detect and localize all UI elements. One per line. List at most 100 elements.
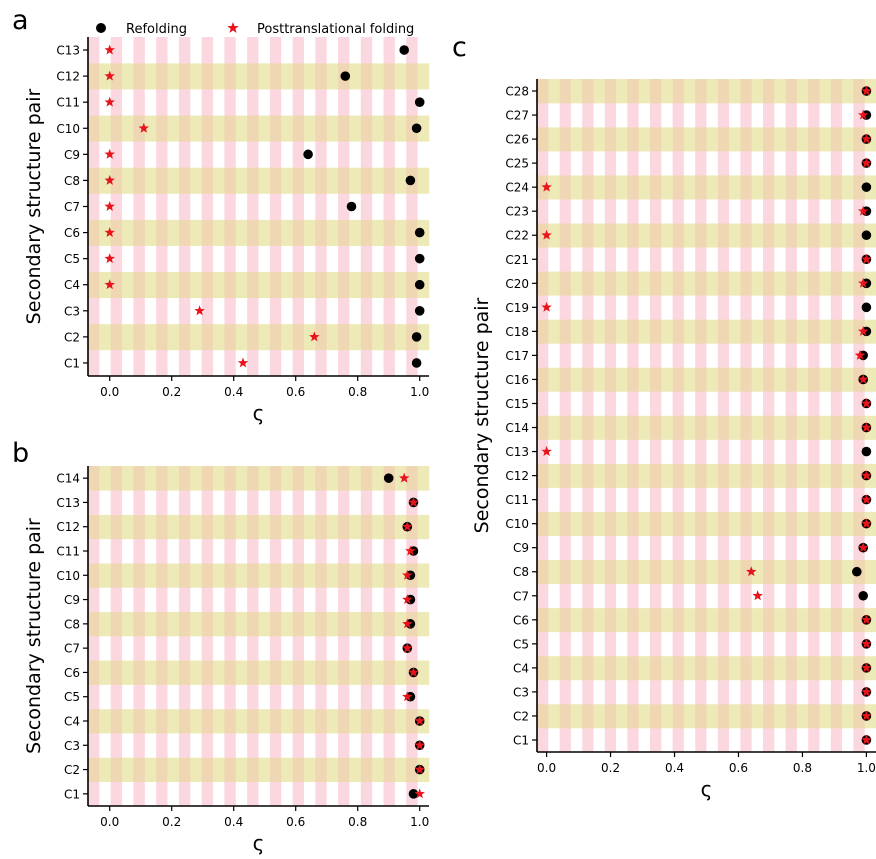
checker-cell — [292, 115, 305, 142]
checker-cell — [110, 538, 123, 564]
posttranslational-point — [402, 569, 413, 580]
checker-cell — [360, 563, 373, 588]
checker-cell — [349, 63, 362, 90]
refolding-point — [861, 302, 872, 313]
checker-cell — [133, 115, 146, 142]
checker-cell — [751, 247, 764, 272]
checker-cell — [281, 323, 293, 351]
checker-cell — [582, 247, 594, 272]
checker-cell — [785, 343, 798, 368]
checker-cell — [570, 79, 583, 104]
checker-cell — [326, 708, 339, 734]
y-tick-label: C4 — [64, 715, 80, 729]
y-tick-label: C5 — [64, 252, 80, 266]
checker-cell — [842, 583, 854, 609]
checker-cell — [349, 708, 362, 734]
checker-cell — [292, 636, 305, 661]
checker-cell — [235, 781, 248, 807]
checker-cell — [661, 271, 673, 296]
checker-cell — [394, 349, 407, 377]
checker-cell — [830, 199, 843, 224]
refolding-point — [303, 149, 313, 160]
checker-cell — [729, 655, 741, 681]
checker-cell — [627, 319, 639, 344]
checker-cell — [559, 535, 572, 561]
checker-cell — [178, 611, 191, 637]
checker-cell — [292, 733, 305, 758]
checker-cell — [695, 703, 707, 729]
checker-cell — [853, 319, 865, 344]
checker-cell — [706, 415, 719, 440]
panel-letter-c: c — [452, 32, 467, 63]
checker-cell — [315, 781, 327, 807]
checker-cell — [796, 535, 809, 561]
checker-cell — [372, 167, 384, 194]
checker-cell — [394, 466, 407, 491]
checker-cell — [167, 167, 180, 194]
checker-cell — [627, 583, 639, 609]
checker-cell — [292, 563, 305, 588]
checker-cell — [740, 127, 752, 152]
checker-cell — [717, 727, 730, 753]
checker-cell — [785, 295, 798, 320]
checker-cell — [213, 193, 225, 220]
checker-cell — [122, 514, 134, 540]
checker-cell — [349, 514, 362, 540]
checker-cell — [604, 727, 617, 753]
checker-cell — [729, 559, 741, 585]
checker-cell — [830, 487, 843, 512]
checker-cell — [269, 271, 282, 299]
checker-cell — [213, 538, 225, 564]
checker-cell — [763, 679, 775, 705]
y-tick-label: C10 — [56, 122, 80, 136]
checker-cell — [338, 141, 350, 168]
checker-cell — [819, 463, 832, 488]
checker-cell — [638, 583, 651, 609]
checker-cell — [247, 733, 259, 758]
checker-cell — [808, 535, 820, 561]
checker-cell — [269, 636, 282, 661]
checker-cell — [122, 297, 134, 325]
y-tick-label: C1 — [513, 733, 529, 747]
checker-cell — [830, 559, 843, 585]
checker-cell — [717, 559, 730, 585]
checker-cell — [372, 141, 384, 168]
checker-cell — [315, 141, 327, 168]
y-tick-label: C6 — [64, 666, 80, 680]
checker-cell — [122, 167, 134, 194]
checker-cell — [201, 538, 214, 564]
checker-cell — [695, 79, 707, 104]
checker-cell — [830, 607, 843, 633]
checker-cell — [190, 193, 202, 220]
checker-cell — [559, 319, 572, 344]
checker-cell — [178, 636, 191, 661]
checker-cell — [303, 514, 316, 540]
checker-cell — [785, 727, 798, 753]
checker-cell — [372, 636, 384, 661]
checker-cell — [269, 781, 282, 807]
checker-cell — [303, 466, 316, 491]
checker-cell — [383, 271, 396, 299]
checker-cell — [224, 37, 237, 64]
checker-cell — [383, 781, 396, 807]
checker-cell — [819, 487, 832, 512]
checker-cell — [808, 175, 820, 200]
y-tick-label: C5 — [64, 690, 80, 704]
checker-cell — [338, 89, 350, 116]
checker-cell — [178, 514, 191, 540]
checker-cell — [133, 167, 146, 194]
checker-cell — [360, 514, 373, 540]
checker-cell — [110, 563, 123, 588]
checker-cell — [864, 559, 876, 585]
checker-cell — [672, 703, 685, 729]
checker-cell — [315, 611, 327, 637]
checker-cell — [638, 415, 651, 440]
checker-cell — [796, 439, 809, 464]
checker-cell — [717, 487, 730, 512]
checker-cell — [853, 295, 865, 320]
checker-cell — [281, 538, 293, 564]
checker-cell — [247, 611, 259, 637]
checker-cell — [133, 538, 146, 564]
checker-cell — [819, 535, 832, 561]
checker-cell — [672, 487, 685, 512]
